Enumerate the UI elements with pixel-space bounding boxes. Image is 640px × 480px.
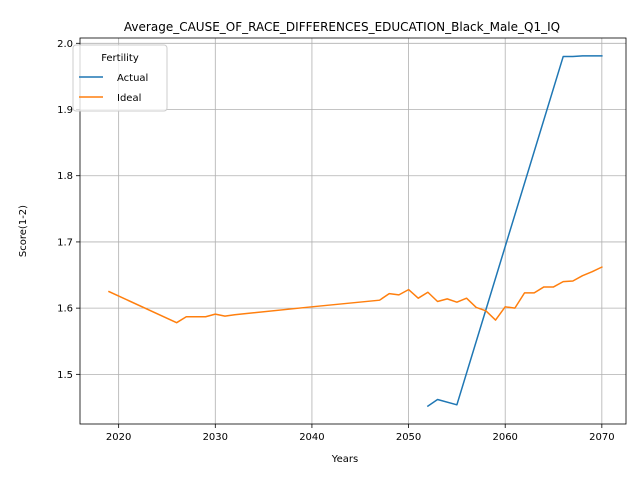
y-tick-label: 1.5: [57, 370, 73, 381]
legend-box: [72, 44, 168, 112]
chart-title: Average_CAUSE_OF_RACE_DIFFERENCES_EDUCAT…: [124, 20, 560, 34]
series-line-actual: [426, 55, 603, 408]
x-tick-label: 2030: [203, 432, 228, 443]
y-tick-label: 2.0: [57, 39, 73, 50]
y-tick-label: 1.6: [57, 304, 73, 315]
y-tick-label: 1.8: [57, 171, 73, 182]
ticks: 2020 2030 2040 2050 2060 2070 1.5 1.6 1.7 1.8 1.9 2…: [57, 39, 614, 443]
x-tick-label: 2070: [589, 432, 614, 443]
y-tick-label: 1.7: [57, 237, 73, 248]
legend-title: Fertility: [101, 53, 139, 64]
legend-label-ideal: Ideal: [117, 93, 141, 104]
series-line-ideal: [107, 266, 603, 324]
x-axis-label: Years: [331, 454, 358, 465]
series-layer: [107, 55, 603, 408]
legend-label-actual: Actual: [117, 73, 148, 84]
plot-area: [80, 38, 626, 424]
axes-border: [79, 37, 627, 425]
axes-frame: [79, 37, 627, 425]
x-tick-label: 2040: [299, 432, 324, 443]
x-tick-label: 2020: [106, 432, 131, 443]
y-axis-label: Score(1-2): [18, 205, 29, 257]
legend: Fertility Actual Ideal: [72, 44, 168, 112]
y-tick-label: 1.9: [57, 105, 73, 116]
grid: [80, 38, 626, 424]
x-tick-label: 2060: [492, 432, 517, 443]
x-tick-label: 2050: [396, 432, 421, 443]
